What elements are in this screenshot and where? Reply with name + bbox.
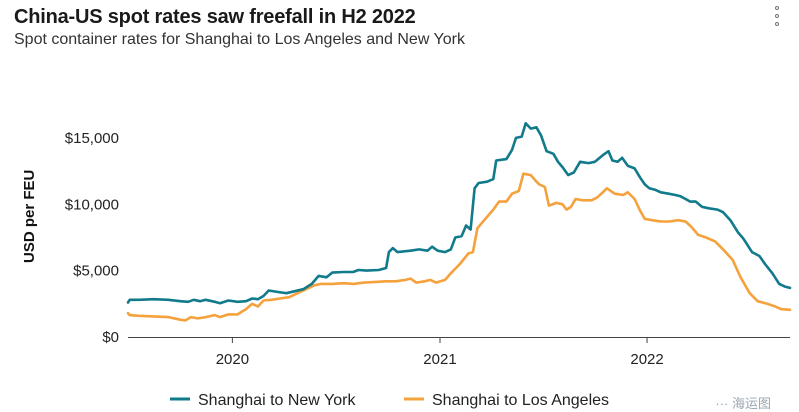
legend-label: Shanghai to New York <box>198 392 356 409</box>
chart-axes: $0 $5,000 $10,000 $15,000 2020 2021 2022 <box>65 130 790 368</box>
series-line-shanghai-to-new-york <box>126 122 792 305</box>
y-tick-label: $0 <box>102 329 119 346</box>
y-tick-label: $10,000 <box>65 196 119 213</box>
y-tick-label: $15,000 <box>65 130 119 147</box>
series-line-shanghai-to-los-angeles <box>126 172 792 322</box>
y-axis-label: USD per FEU <box>21 170 38 263</box>
kebab-menu-icon[interactable] <box>773 6 781 36</box>
y-tick-label: $5,000 <box>73 263 119 280</box>
watermark: ··· 海运图 <box>715 396 771 411</box>
chart-title: China-US spot rates saw freefall in H2 2… <box>14 6 416 28</box>
chart-legend: Shanghai to New York Shanghai to Los Ange… <box>170 392 609 409</box>
chart-subtitle: Spot container rates for Shanghai to Los… <box>14 31 465 48</box>
x-tick-label: 2020 <box>216 351 249 368</box>
x-tick-label: 2022 <box>630 351 663 368</box>
legend-label: Shanghai to Los Angeles <box>432 392 609 409</box>
x-tick-label: 2021 <box>423 351 456 368</box>
series-layer <box>126 122 792 322</box>
